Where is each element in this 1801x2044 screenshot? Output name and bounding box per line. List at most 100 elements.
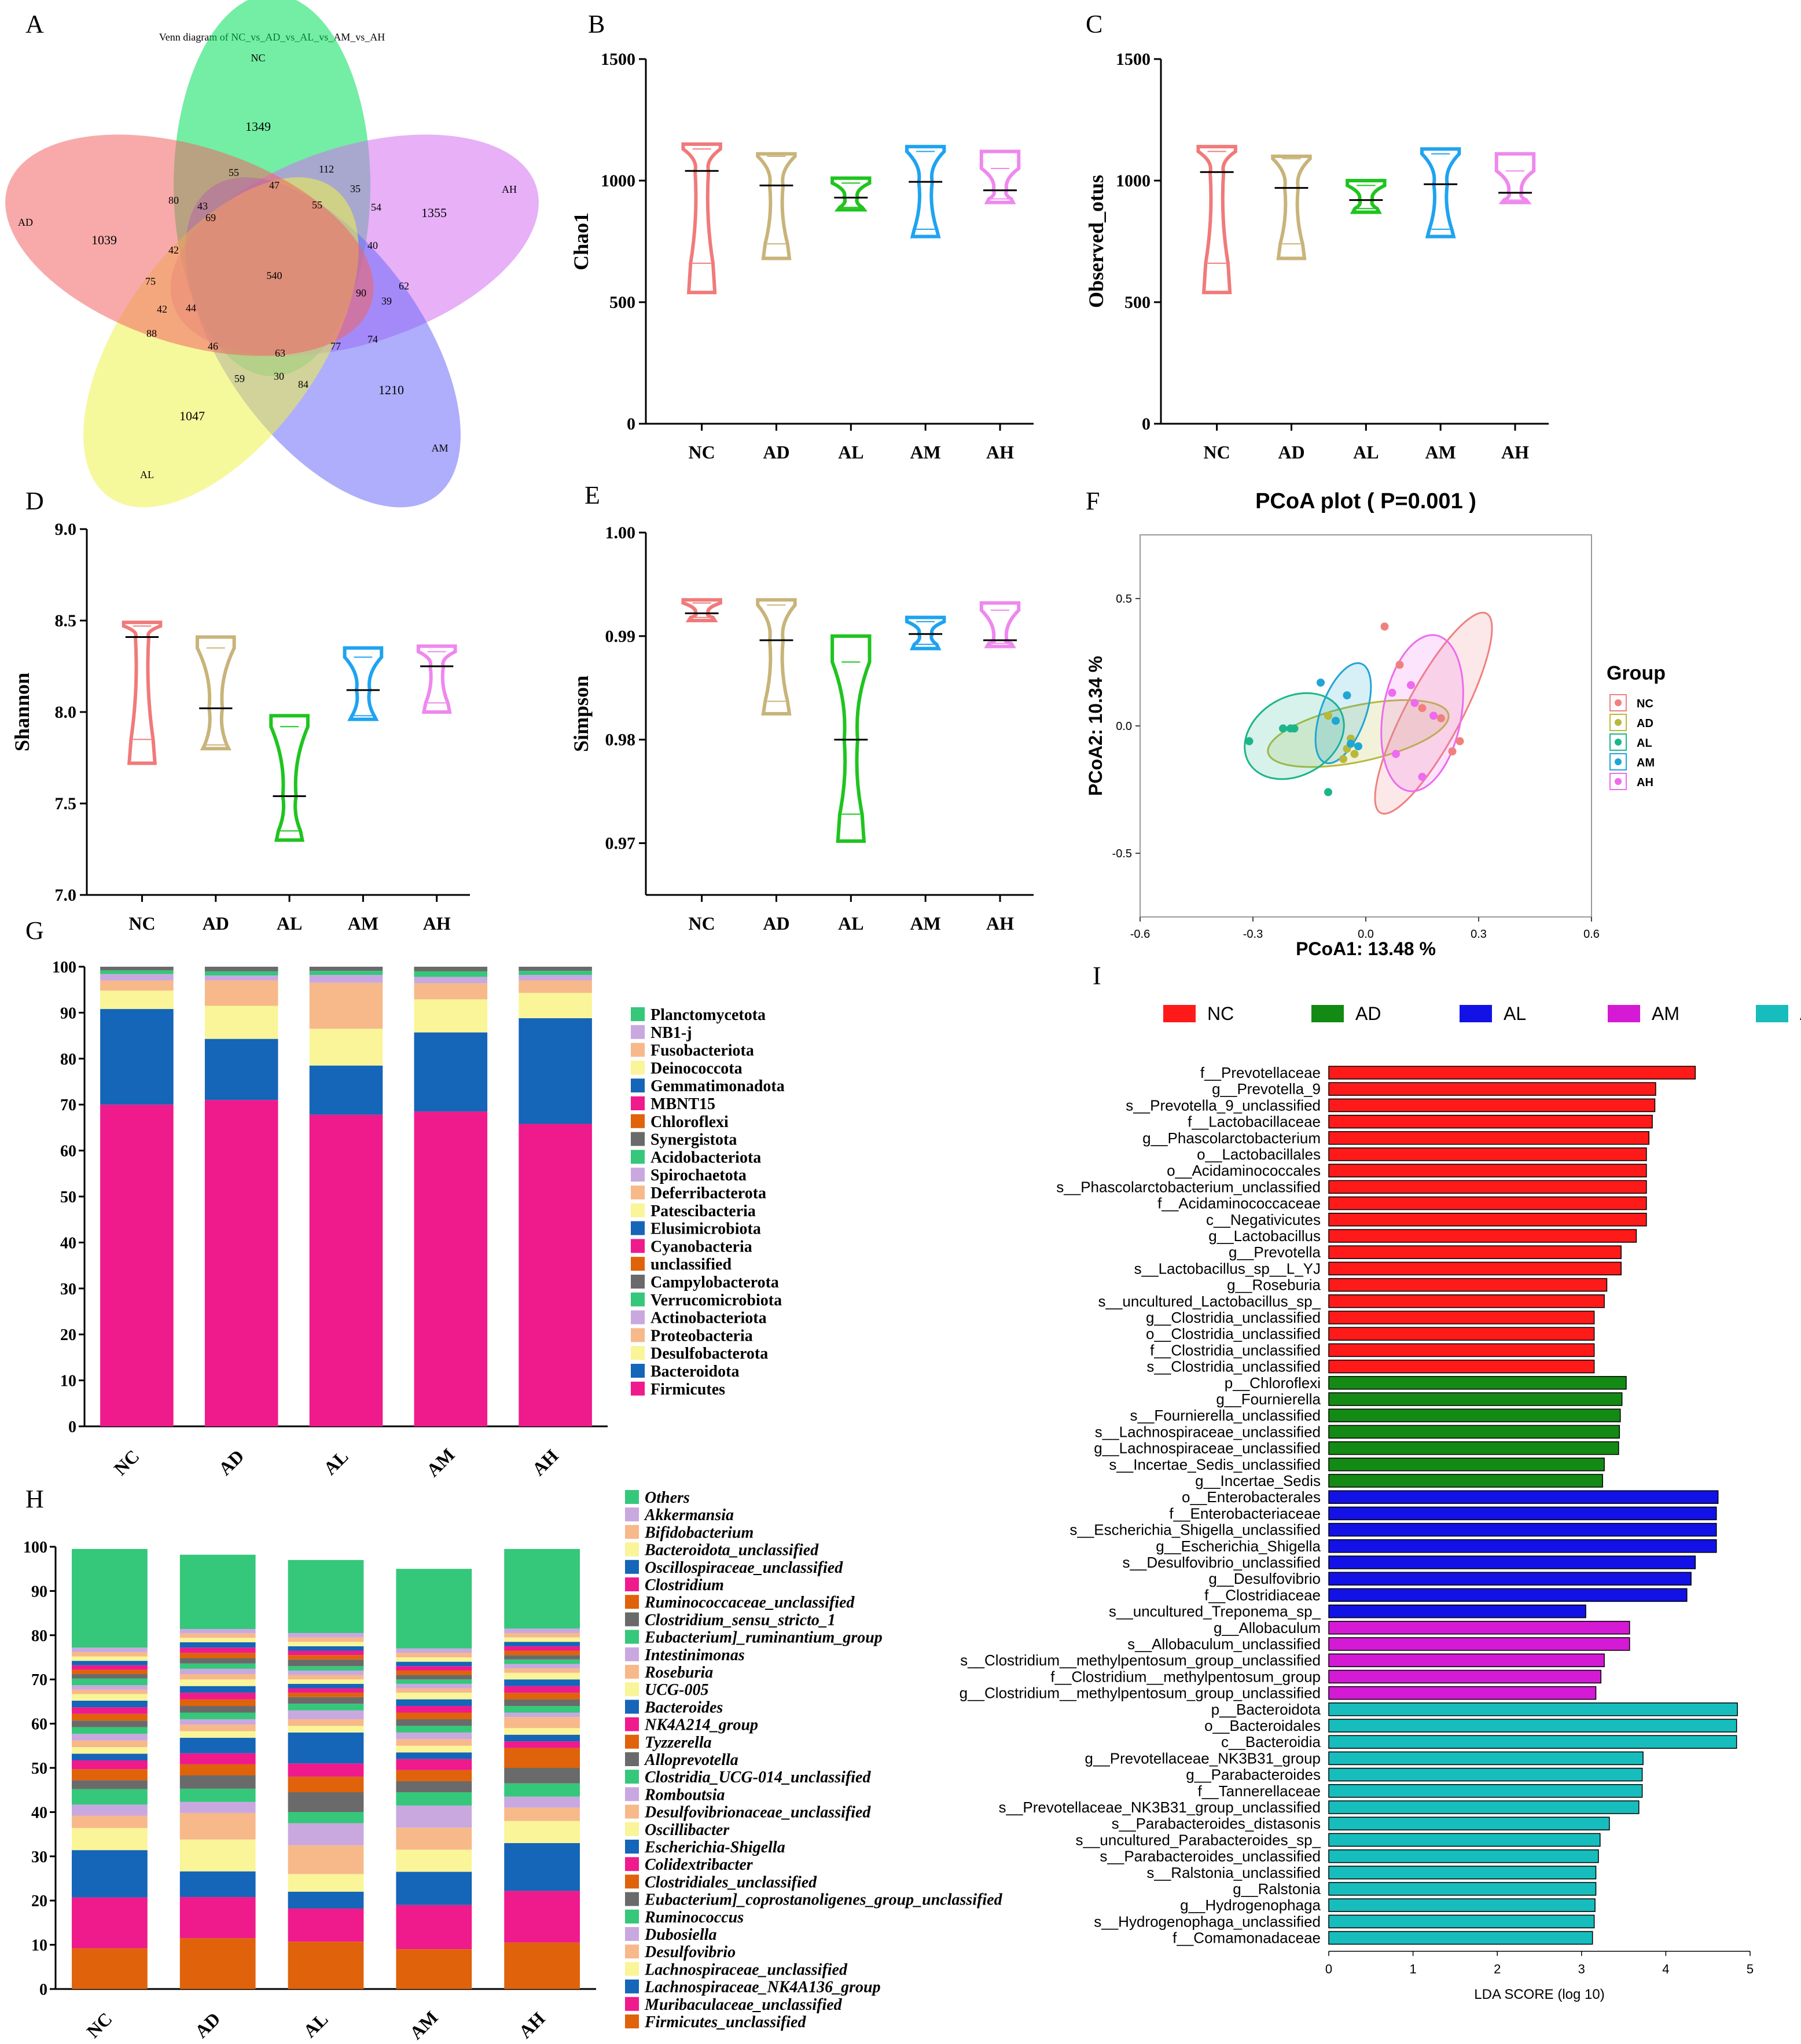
lda-bar (1328, 1751, 1644, 1766)
bar-segment (179, 1812, 256, 1840)
bar-segment (504, 1728, 580, 1735)
venn-region-count: 42 (168, 244, 179, 256)
bar-segment (288, 1777, 364, 1793)
legend-swatch (631, 1381, 645, 1396)
legend-swatch (631, 1203, 645, 1217)
bar-segment (414, 1111, 488, 1426)
x-tick-label: 2 (1494, 1962, 1501, 1976)
bar-segment (309, 1029, 383, 1066)
legend-swatch (625, 1874, 639, 1889)
violin-panel-e: 0.97 0.98 0.99 1.00 Simpson NC AD AL AM AH (569, 523, 1034, 934)
legend-swatch (625, 1909, 639, 1924)
lda-panel: NCADALAMAHf__Prevotellaceaeg__Prevotella… (960, 1003, 1801, 2002)
legend-label: Synergistota (650, 1131, 737, 1149)
legend-label: Oscillibacter (645, 1821, 730, 1839)
lda-label: s__uncultured_Lactobacillus_sp_ (1098, 1293, 1321, 1310)
bar-segment (288, 1675, 364, 1680)
bar-segment (179, 1897, 256, 1939)
violin-am (905, 615, 946, 651)
x-tick-label: -0.6 (1130, 928, 1150, 941)
venn-set-label: NC (251, 52, 265, 64)
legend-dot (1615, 719, 1622, 726)
lda-label: f__Tannerellaceae (1198, 1782, 1321, 1800)
bar-segment (179, 1764, 256, 1775)
lda-bar (1328, 1343, 1595, 1357)
lda-label: s__Clostridia_unclassified (1146, 1358, 1321, 1375)
venn-region-count: 1355 (421, 205, 447, 220)
bar-segment (396, 1949, 472, 1989)
bar-segment (204, 1038, 278, 1100)
bar-segment (396, 1712, 472, 1719)
panel-letter-h: H (25, 1485, 44, 1513)
y-tick-label: 50 (31, 1760, 47, 1778)
bar-segment (100, 990, 174, 1010)
bar-segment (72, 1694, 148, 1701)
x-tick-label: NC (689, 913, 715, 934)
bar-segment (396, 1648, 472, 1653)
plot-area (1140, 534, 1592, 918)
bar-segment (504, 1734, 580, 1742)
lda-bar (1328, 1882, 1597, 1896)
y-tick-label: 20 (60, 1326, 76, 1344)
venn-region-count: 540 (267, 270, 282, 281)
legend-swatch (625, 1752, 639, 1766)
legend-swatch (625, 1717, 639, 1731)
lda-bar (1328, 1311, 1595, 1324)
lda-label: g__Prevotella_9 (1212, 1080, 1321, 1098)
lda-bar (1328, 1066, 1696, 1080)
bar-segment (179, 1686, 256, 1693)
bar-segment (204, 1006, 278, 1039)
bar-segment (396, 1675, 472, 1680)
point-ah (1392, 750, 1400, 758)
legend-swatch (631, 1132, 645, 1146)
bar-segment (396, 1679, 472, 1684)
legend-label: unclassified (650, 1256, 732, 1274)
x-tick-label: -0.3 (1243, 928, 1263, 941)
x-tick-label: AM (405, 2007, 442, 2043)
stacked-panel-h: 0 10 20 30 40 50 60 70 80 90 100 NC AD AL AM AH OthersAk… (23, 1489, 1003, 2043)
bar-segment (504, 1741, 580, 1748)
y-tick-label: 70 (31, 1671, 47, 1689)
bar-segment (288, 1632, 364, 1638)
bar-segment (504, 1668, 580, 1673)
bar-segment (414, 999, 488, 1033)
bar-segment (504, 1679, 580, 1686)
legend-swatch-ad (1311, 1005, 1344, 1022)
y-tick-label: 500 (609, 293, 635, 312)
venn-region-count: 47 (269, 179, 280, 191)
lda-label: g__Lactobacillus (1208, 1227, 1321, 1245)
bar-segment (504, 1891, 580, 1943)
y-tick-label: 80 (31, 1627, 47, 1645)
bar-segment (396, 1759, 472, 1770)
lda-bar (1328, 1408, 1621, 1422)
legend-label: AM (1637, 757, 1655, 769)
bar-segment (72, 1665, 148, 1670)
lda-bar (1328, 1653, 1605, 1667)
legend-swatch-nc (1163, 1005, 1196, 1022)
point-al (1324, 788, 1332, 797)
lda-bar (1328, 1147, 1647, 1161)
bar-segment (72, 1713, 148, 1721)
bar-segment (72, 1720, 148, 1727)
legend-swatch (631, 1114, 645, 1128)
legend-label: Spirochaetota (650, 1166, 747, 1184)
lda-label: s__Fournierella_unclassified (1130, 1407, 1321, 1424)
bar-segment (309, 1114, 383, 1426)
bar-segment (504, 1699, 580, 1707)
bar-segment (179, 1653, 256, 1658)
x-tick-label: AM (910, 442, 941, 463)
legend-label: Bacteroides (644, 1698, 723, 1716)
legend-swatch (625, 1665, 639, 1679)
lda-label: f__Clostridia_unclassified (1150, 1341, 1321, 1359)
bar-segment (72, 1656, 148, 1661)
bar-segment (504, 1717, 580, 1729)
venn-region-count: 46 (208, 340, 218, 352)
bar-segment (179, 1706, 256, 1713)
bar-segment (72, 1734, 148, 1741)
venn-region-count: 1047 (179, 409, 205, 423)
legend-swatch (631, 1221, 645, 1235)
y-tick-label: 0.0 (1116, 720, 1132, 733)
panel-letter-d: D (25, 487, 44, 515)
legend-swatch (631, 1364, 645, 1378)
legend-swatch (625, 1542, 639, 1557)
